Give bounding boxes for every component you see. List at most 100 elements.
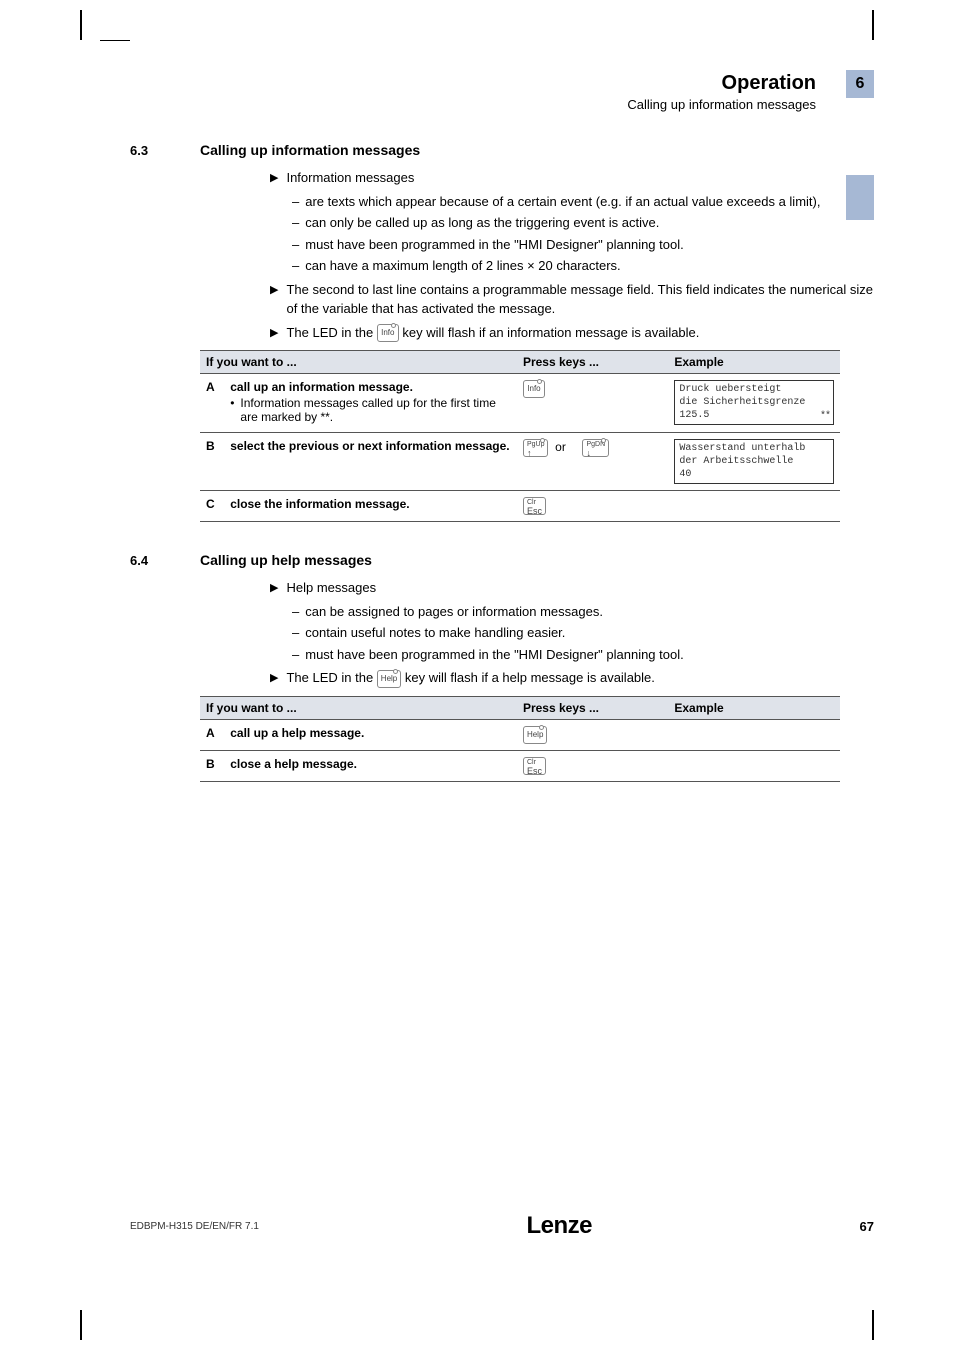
lcd-display: Wasserstand unterhalb der Arbeitsschwell… <box>674 439 834 484</box>
triangle-bullet-icon: ▶ <box>270 325 278 342</box>
page-footer: EDBPM-H315 DE/EN/FR 7.1 Lenze 67 <box>130 1212 874 1240</box>
help-key-icon: Help <box>377 670 401 688</box>
bullet-text: The LED in the Help key will flash if a … <box>286 668 654 688</box>
row-keys: Info <box>517 374 668 433</box>
row-keys: PgUp↑ or PgDN↓ <box>517 433 668 491</box>
section-number: 6.4 <box>130 553 200 568</box>
lcd-text: Wasserstand unterhalb der Arbeitsschwell… <box>679 443 805 480</box>
row-description: call up a help message. <box>224 719 517 750</box>
dash-bullet-icon: – <box>292 192 299 212</box>
triangle-bullet-icon: ▶ <box>270 670 278 687</box>
header-title: Operation <box>200 72 816 95</box>
table-row: A call up a help message. Help <box>200 719 840 750</box>
page-header: Operation Calling up information message… <box>200 70 874 112</box>
crop-mark <box>80 1310 82 1340</box>
text-fragment: or <box>555 440 566 454</box>
table-row: C close the information message. ClrEsc <box>200 491 840 522</box>
help-messages-table: If you want to ... Press keys ... Exampl… <box>200 696 840 782</box>
info-key-icon: Info <box>377 324 399 342</box>
dash-bullet-icon: – <box>292 623 299 643</box>
row-main-text: close the information message. <box>230 497 511 511</box>
bullet-text: The second to last line contains a progr… <box>286 280 874 319</box>
page-number: 67 <box>860 1219 874 1234</box>
clr-esc-key-icon: ClrEsc <box>523 497 546 515</box>
brand-logo: Lenze <box>526 1212 592 1240</box>
text-fragment: key will flash if an information message… <box>402 325 699 340</box>
bullet-text: can be assigned to pages or information … <box>305 602 603 622</box>
thumb-index-tab <box>846 175 874 220</box>
row-label: A <box>200 374 224 433</box>
table-header: Press keys ... <box>517 351 668 374</box>
row-description: close a help message. <box>224 750 517 781</box>
crop-mark <box>80 10 82 40</box>
row-label: C <box>200 491 224 522</box>
chapter-badge: 6 <box>846 70 874 98</box>
table-header: If you want to ... <box>200 696 517 719</box>
help-key-icon: Help <box>523 726 547 744</box>
bullet-text: contain useful notes to make handling ea… <box>305 623 565 643</box>
disc-bullet-icon: • <box>230 396 234 410</box>
row-main-text: call up an information message. <box>230 380 511 394</box>
table-row: B close a help message. ClrEsc <box>200 750 840 781</box>
table-row: A call up an information message. • Infor… <box>200 374 840 433</box>
info-key-icon: Info <box>523 380 545 398</box>
row-keys: ClrEsc <box>517 491 668 522</box>
text-fragment: The LED in the <box>286 670 376 685</box>
dash-bullet-icon: – <box>292 645 299 665</box>
row-main-text: call up a help message. <box>230 726 511 740</box>
doc-id: EDBPM-H315 DE/EN/FR 7.1 <box>130 1221 259 1232</box>
table-row: B select the previous or next informatio… <box>200 433 840 491</box>
table-header: Example <box>668 351 840 374</box>
dash-bullet-icon: – <box>292 602 299 622</box>
bullet-text: Information messages <box>286 168 414 188</box>
bullet-text: can only be called up as long as the tri… <box>305 213 659 233</box>
content-area: 6.3 Calling up information messages ▶ Inf… <box>130 142 874 782</box>
triangle-bullet-icon: ▶ <box>270 282 278 299</box>
dash-bullet-icon: – <box>292 235 299 255</box>
crop-mark <box>872 10 874 40</box>
section-title: Calling up help messages <box>200 552 372 568</box>
table-header: If you want to ... <box>200 351 517 374</box>
row-example <box>668 719 840 750</box>
lcd-display: Druck uebersteigt die Sicherheitsgrenze … <box>674 380 834 425</box>
triangle-bullet-icon: ▶ <box>270 170 278 187</box>
info-messages-table: If you want to ... Press keys ... Exampl… <box>200 350 840 522</box>
bullet-text: must have been programmed in the "HMI De… <box>305 645 684 665</box>
row-example: Druck uebersteigt die Sicherheitsgrenze … <box>668 374 840 433</box>
row-description: close the information message. <box>224 491 517 522</box>
row-keys: ClrEsc <box>517 750 668 781</box>
table-header: Example <box>668 696 840 719</box>
bullet-list: ▶Help messages –can be assigned to pages… <box>270 578 874 688</box>
bullet-text: must have been programmed in the "HMI De… <box>305 235 684 255</box>
row-label: B <box>200 433 224 491</box>
row-keys: Help <box>517 719 668 750</box>
row-example <box>668 750 840 781</box>
pgup-key-icon: PgUp↑ <box>523 439 549 457</box>
row-sub-text: Information messages called up for the f… <box>240 396 511 424</box>
crop-mark <box>100 40 130 41</box>
page: Operation Calling up information message… <box>0 0 954 1350</box>
bullet-text: can have a maximum length of 2 lines × 2… <box>305 256 620 276</box>
pgdn-key-icon: PgDN↓ <box>582 439 609 457</box>
section-heading-63: 6.3 Calling up information messages <box>130 142 874 158</box>
header-subtitle: Calling up information messages <box>200 97 816 112</box>
lcd-text: Druck uebersteigt die Sicherheitsgrenze … <box>679 384 805 421</box>
bullet-text: Help messages <box>286 578 376 598</box>
section-title: Calling up information messages <box>200 142 420 158</box>
bullet-text: are texts which appear because of a cert… <box>305 192 820 212</box>
row-description: select the previous or next information … <box>224 433 517 491</box>
row-example: Wasserstand unterhalb der Arbeitsschwell… <box>668 433 840 491</box>
bullet-list: ▶Information messages –are texts which a… <box>270 168 874 342</box>
triangle-bullet-icon: ▶ <box>270 580 278 597</box>
text-fragment: key will flash if a help message is avai… <box>405 670 655 685</box>
row-example <box>668 491 840 522</box>
row-main-text: close a help message. <box>230 757 511 771</box>
bullet-text: The LED in the Info key will flash if an… <box>286 323 699 343</box>
row-description: call up an information message. • Informa… <box>224 374 517 433</box>
crop-mark <box>872 1310 874 1340</box>
dash-bullet-icon: – <box>292 213 299 233</box>
text-fragment: The LED in the <box>286 325 376 340</box>
clr-esc-key-icon: ClrEsc <box>523 757 546 775</box>
table-header: Press keys ... <box>517 696 668 719</box>
row-label: B <box>200 750 224 781</box>
